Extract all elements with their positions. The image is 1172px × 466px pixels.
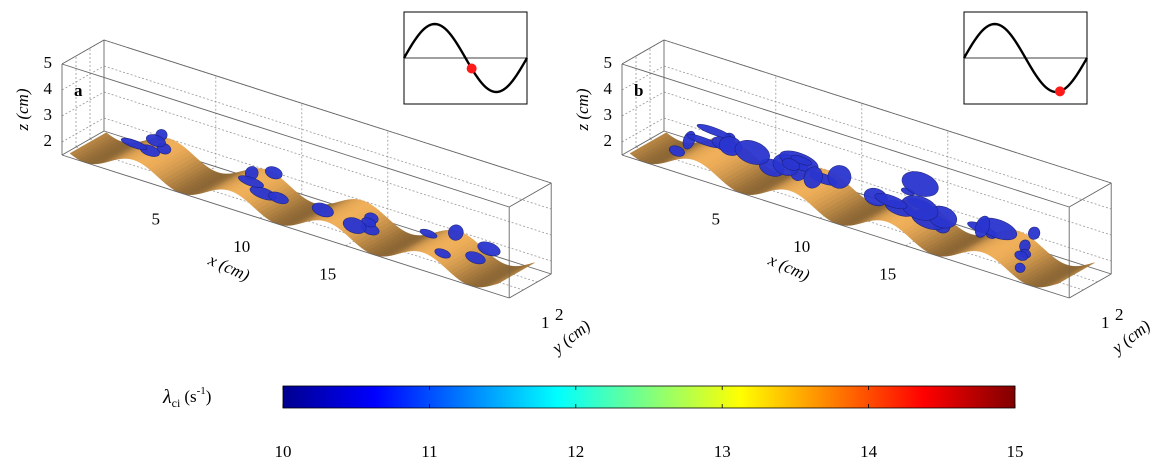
vortex-structure (1014, 262, 1026, 273)
box-edge (103, 39, 552, 184)
vortex-structure (1028, 226, 1041, 240)
colorbar-tick-label: 15 (1007, 442, 1024, 461)
colorbar-tick-label: 14 (860, 442, 878, 461)
z-tick-label: 2 (44, 131, 53, 150)
colorbar (282, 385, 1016, 409)
vortex-structure (264, 166, 283, 180)
box-edge (1068, 273, 1112, 299)
panel-label: a (74, 81, 83, 100)
vortex-structure (734, 140, 770, 165)
box-edge (621, 39, 665, 65)
z-axis-label: z (cm) (13, 88, 32, 131)
vortex-structure (781, 158, 801, 171)
colorbar-tick-label: 12 (567, 442, 584, 461)
vortex-structure (465, 251, 486, 265)
vortex-structure (803, 166, 823, 189)
box-edge (1068, 182, 1112, 208)
box-edge (621, 130, 665, 156)
grid-line (621, 65, 665, 91)
grid-line (61, 65, 105, 91)
label-unit: (s (184, 387, 196, 406)
inset-wave (402, 22, 529, 94)
vortex-structure (434, 248, 451, 259)
colorbar-label: λci (s-1) (162, 385, 211, 410)
wall-surface (495, 262, 535, 285)
box-edge (621, 154, 1070, 299)
z-tick-label: 5 (604, 53, 613, 72)
label-exponent: -1 (197, 385, 206, 397)
vortex-structure (1014, 250, 1028, 261)
panel-label: b (634, 81, 643, 100)
grid-line (621, 91, 665, 117)
y-tick-label: 2 (555, 305, 564, 324)
label-symbol: λ (162, 386, 172, 408)
grid-line (61, 117, 105, 143)
x-tick-label: 15 (319, 265, 336, 284)
vortex-structure (120, 137, 148, 151)
vortex-structure (238, 175, 264, 188)
box-edge (61, 130, 105, 156)
label-subscript: ci (172, 396, 181, 410)
box-edge (61, 63, 510, 208)
z-axis-label: z (cm) (573, 88, 592, 131)
vortex-structure (874, 193, 908, 210)
box-edge (508, 273, 552, 299)
z-tick-label: 4 (44, 79, 53, 98)
grid-line (61, 91, 105, 117)
box-edge (61, 39, 105, 65)
y-tick-label: 1 (1101, 313, 1110, 332)
x-tick-label: 10 (793, 237, 810, 256)
vortex-structure (145, 134, 166, 148)
z-tick-label: 5 (44, 53, 53, 72)
box-edge (508, 182, 552, 208)
box-edge (621, 63, 1070, 208)
vortex-structure (311, 202, 334, 218)
box-edge (61, 154, 510, 299)
z-tick-label: 3 (44, 105, 53, 124)
colorbar-tick-label: 13 (714, 442, 731, 461)
z-tick-label: 3 (604, 105, 613, 124)
vortex-structure (827, 165, 852, 189)
vortex-structure (342, 217, 367, 234)
vortex-structure (901, 171, 939, 197)
vortex-structure (448, 224, 464, 241)
vortex-structure (477, 241, 501, 257)
z-tick-label: 4 (604, 79, 613, 98)
wall-surface (1055, 262, 1095, 285)
x-tick-label: 15 (879, 265, 896, 284)
vortex-structure (268, 191, 289, 205)
phase-marker (466, 63, 477, 74)
x-tick-label: 10 (233, 237, 250, 256)
box-edge (663, 39, 1112, 184)
y-tick-label: 1 (541, 313, 550, 332)
phase-marker (1054, 86, 1065, 97)
x-tick-label: 5 (712, 210, 721, 229)
vortex-structure (974, 215, 991, 238)
grid-line (621, 117, 665, 143)
vortex-structure (419, 228, 438, 239)
z-tick-label: 2 (604, 131, 613, 150)
colorbar-tick-label: 10 (275, 442, 292, 461)
label-close: ) (206, 387, 212, 406)
x-tick-label: 5 (152, 210, 161, 229)
vortex-structure (790, 154, 812, 166)
inset-wave (962, 22, 1089, 94)
colorbar-tick-label: 11 (421, 442, 437, 461)
vortex-structure (668, 145, 685, 157)
y-tick-label: 2 (1115, 305, 1124, 324)
